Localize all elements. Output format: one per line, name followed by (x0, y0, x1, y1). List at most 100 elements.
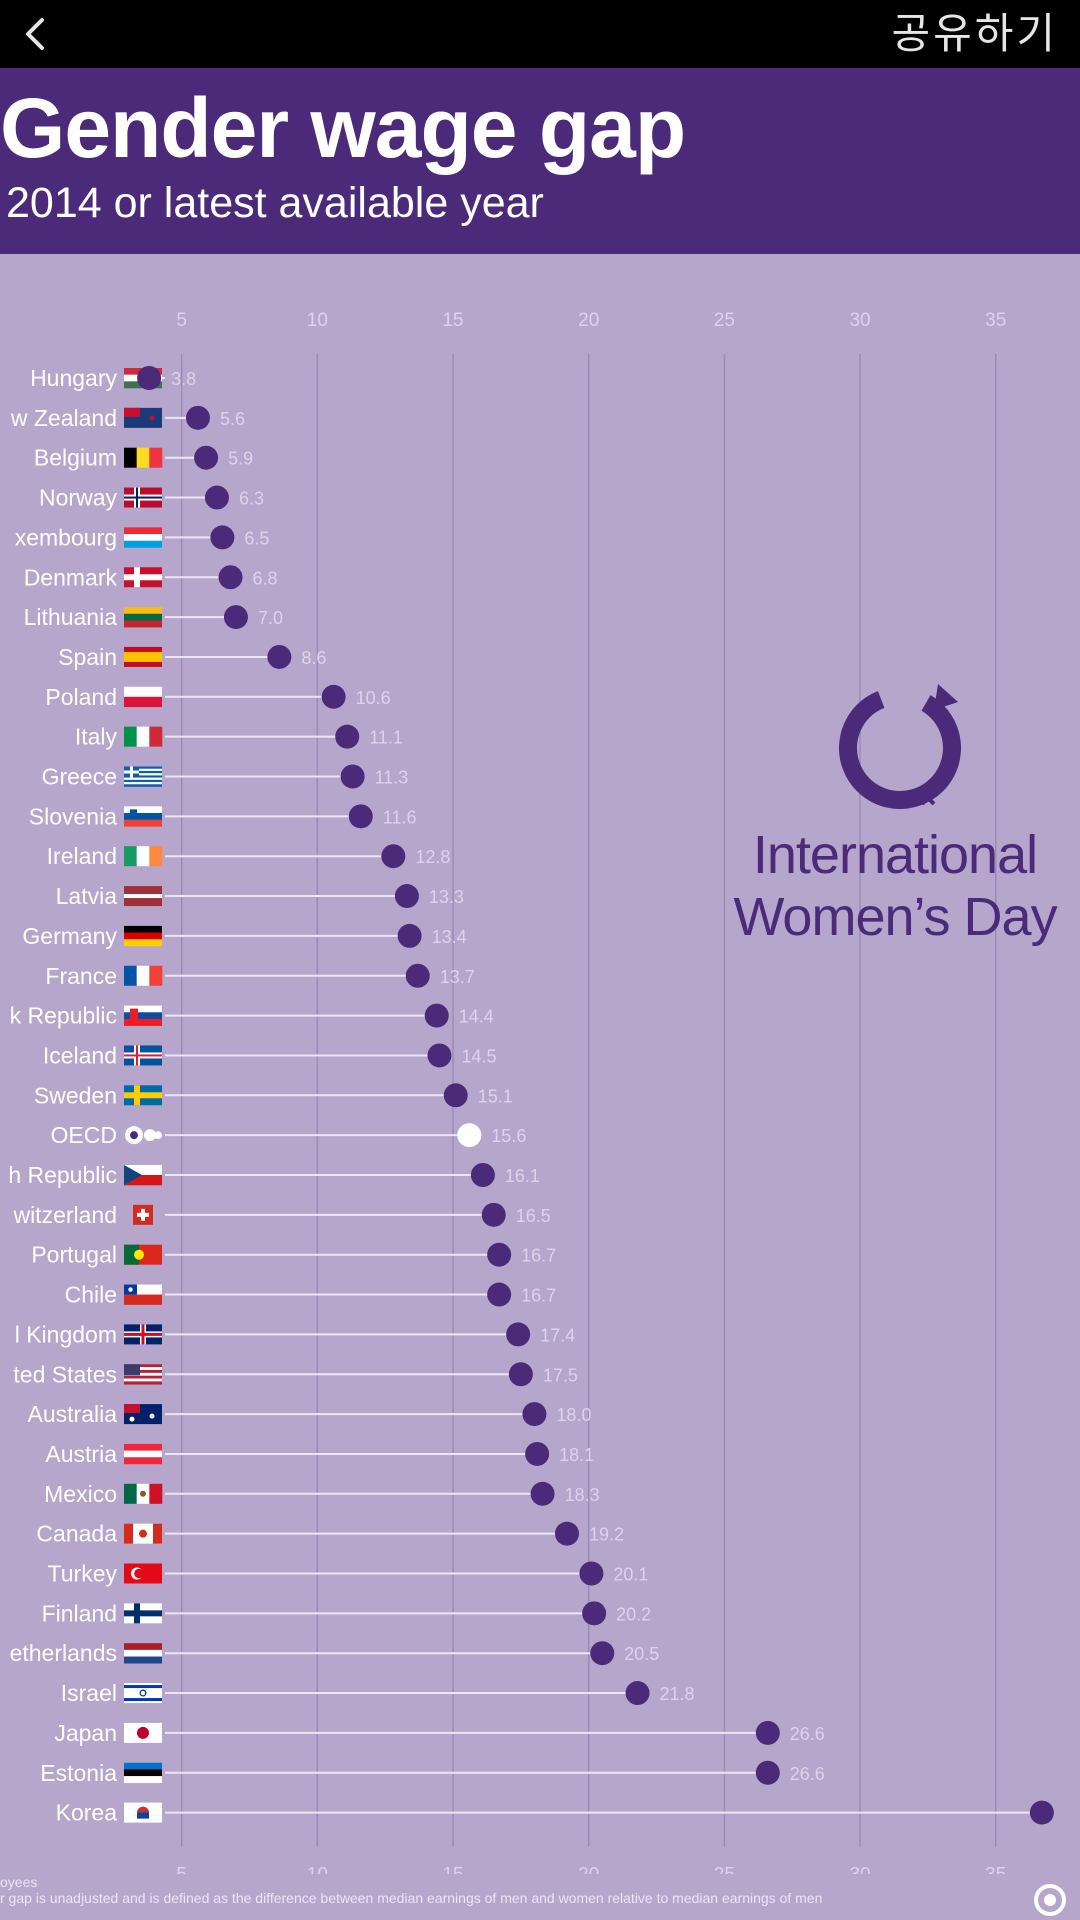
flag-icon-tr (124, 1563, 162, 1584)
x-tick-label-bottom: 10 (307, 1865, 328, 1874)
x-tick-label-bottom: 20 (578, 1865, 599, 1874)
data-point (348, 804, 373, 829)
country-label: Japan (54, 1720, 117, 1746)
data-label: 8.6 (301, 648, 326, 668)
x-tick-label-bottom: 25 (714, 1865, 735, 1874)
data-label: 16.7 (521, 1286, 556, 1306)
data-point (506, 1322, 531, 1347)
flag-icon-lu (124, 527, 162, 548)
data-point (335, 724, 360, 749)
data-point (218, 565, 243, 590)
x-tick-label-top: 25 (714, 310, 735, 331)
data-point (405, 963, 430, 988)
data-point (381, 844, 406, 869)
flag-icon-au (124, 1404, 162, 1425)
flag-icon-nl (124, 1643, 162, 1664)
country-label: Sweden (34, 1082, 117, 1108)
country-label: Lithuania (24, 604, 118, 630)
international-womens-day-logo: International Women’s Day (720, 674, 1070, 994)
flag-icon-ie (124, 846, 163, 867)
flag-icon-gr (124, 766, 162, 787)
data-point (194, 445, 219, 470)
data-point (427, 1043, 452, 1068)
country-label: Belgium (34, 445, 117, 471)
data-point (590, 1641, 615, 1666)
top-bar: 공유하기 (0, 0, 1080, 68)
data-label: 18.1 (559, 1445, 594, 1465)
data-label: 16.1 (505, 1166, 540, 1186)
data-label: 6.3 (239, 489, 264, 509)
country-label: Turkey (48, 1561, 118, 1587)
data-point (487, 1282, 512, 1307)
data-point (394, 884, 419, 909)
flag-icon-no (124, 487, 162, 508)
country-label: Latvia (56, 883, 118, 909)
logo-line-1: International (752, 825, 1038, 885)
data-point (397, 923, 422, 948)
flag-icon-at (124, 1443, 162, 1465)
country-label: ted States (13, 1361, 117, 1387)
data-label: 5.6 (220, 409, 245, 429)
oecd-logo-icon (1034, 1884, 1066, 1916)
flag-icon-pt (124, 1244, 162, 1265)
x-tick-label-top: 5 (176, 310, 187, 331)
data-label: 13.4 (432, 927, 467, 947)
data-label: 19.2 (589, 1525, 624, 1545)
footnote: oyees r gap is unadjusted and is defined… (0, 1874, 1080, 1920)
flag-icon-si (124, 806, 162, 827)
footnote-line-2: r gap is unadjusted and is defined as th… (0, 1890, 823, 1906)
chart-area: 5 5 10 10 15 15 20 20 25 25 30 30 35 35 Hungary 3.8 w Ze… (0, 254, 1080, 1920)
data-point (582, 1601, 607, 1626)
data-label: 18.3 (565, 1485, 600, 1505)
data-label: 3.8 (171, 369, 196, 389)
data-point (443, 1083, 468, 1108)
data-point (625, 1681, 650, 1706)
flag-icon-il (124, 1683, 162, 1704)
flag-icon-pl (124, 686, 162, 708)
chevron-left-icon (26, 18, 44, 50)
country-label: Chile (65, 1282, 117, 1308)
data-point (755, 1720, 780, 1745)
flag-icon-se (124, 1085, 162, 1106)
share-button[interactable]: 공유하기 (891, 9, 1058, 58)
x-tick-label-top: 35 (985, 310, 1006, 331)
flag-icon-cl (124, 1284, 162, 1305)
data-label: 17.5 (543, 1365, 578, 1385)
data-label: 6.5 (244, 528, 269, 548)
flag-icon-jp (124, 1722, 162, 1743)
flag-icon-oecd (124, 1125, 162, 1146)
flag-icon-sk (124, 1005, 162, 1026)
country-label: Iceland (43, 1042, 117, 1068)
country-label: Israel (61, 1680, 117, 1706)
chart-title: Gender wage gap (0, 81, 686, 175)
flag-icon-gb (124, 1324, 162, 1345)
data-label: 5.9 (228, 449, 253, 469)
data-point (267, 644, 292, 669)
data-point (340, 764, 365, 789)
flag-icon-nz (124, 407, 162, 428)
data-label: 17.4 (540, 1325, 575, 1345)
country-label: Korea (56, 1800, 118, 1826)
flag-icon-ch (133, 1204, 153, 1225)
country-label: Estonia (40, 1760, 117, 1786)
data-label: 15.6 (491, 1126, 526, 1146)
country-label: Mexico (44, 1481, 117, 1507)
data-point (755, 1760, 780, 1785)
country-label: h Republic (8, 1162, 117, 1188)
flag-icon-lv (124, 886, 162, 907)
data-label: 11.1 (369, 728, 403, 748)
data-label: 16.5 (516, 1206, 551, 1226)
flag-icon-cz (124, 1165, 162, 1186)
flag-icon-mx (124, 1483, 163, 1504)
data-point (554, 1521, 579, 1546)
country-label: OECD (51, 1122, 117, 1148)
footnote-line-1: oyees (0, 1874, 38, 1890)
data-point (204, 485, 229, 510)
data-label: 11.6 (383, 807, 417, 827)
back-button[interactable] (8, 8, 64, 60)
country-label: Germany (22, 923, 117, 949)
country-label: Finland (42, 1600, 117, 1626)
data-point (137, 366, 162, 390)
data-point (185, 405, 210, 430)
data-label: 20.1 (613, 1565, 648, 1585)
